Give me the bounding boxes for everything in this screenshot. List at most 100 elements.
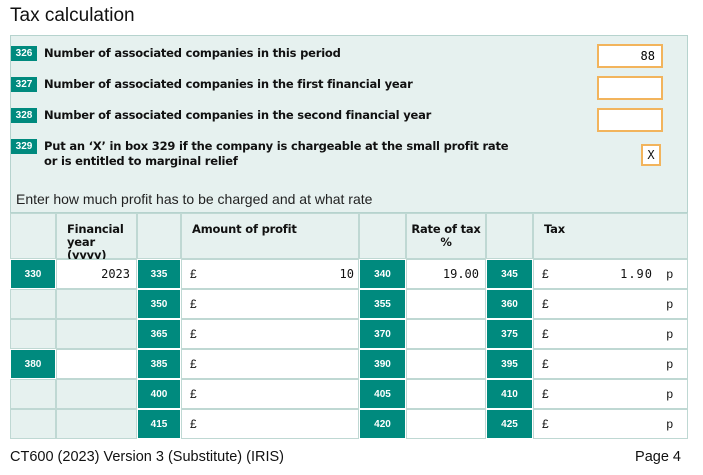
question-329-label: Put an ‘X’ in box 329 if the company is …: [44, 139, 509, 169]
box-number-326: 326: [11, 46, 37, 61]
tax-box-number: 375: [486, 319, 533, 349]
header-rate-line2: %: [440, 235, 452, 249]
form-name: CT600 (2023) Version 3 (Substitute) (IRI…: [10, 449, 285, 465]
financial-year-input[interactable]: [56, 349, 137, 379]
currency-symbol: £: [190, 267, 197, 281]
question-328-label: Number of associated companies in the se…: [44, 108, 432, 122]
page-title: Tax calculation: [10, 5, 135, 26]
question-327-label: Number of associated companies in the fi…: [44, 77, 413, 91]
header-blank-4: [486, 213, 533, 259]
year-box-number: 330: [10, 259, 56, 289]
header-tax: Tax: [533, 213, 688, 259]
currency-symbol: £: [190, 417, 197, 431]
question-326-label: Number of associated companies in this p…: [44, 46, 341, 60]
box-number-328: 328: [11, 108, 37, 123]
financial-year-input[interactable]: 2023: [56, 259, 137, 289]
tax-input[interactable]: £1.90 p: [533, 259, 688, 289]
amount-box-number: 365: [137, 319, 181, 349]
box-329-checkbox[interactable]: X: [641, 144, 661, 166]
tax-box-number: 360: [486, 289, 533, 319]
header-blank-2: [137, 213, 181, 259]
currency-symbol: £: [542, 297, 549, 311]
rate-of-tax-input[interactable]: [406, 379, 486, 409]
box-number-327: 327: [11, 77, 37, 92]
amount-of-profit-input[interactable]: £: [181, 409, 359, 439]
profit-instruction: Enter how much profit has to be charged …: [16, 191, 373, 207]
amount-value: 10: [339, 267, 354, 281]
amount-box-number: 350: [137, 289, 181, 319]
rate-box-number: 370: [359, 319, 406, 349]
header-amount-of-profit: Amount of profit: [181, 213, 359, 259]
box-327-input[interactable]: [597, 76, 663, 100]
question-326: 326 Number of associated companies in th…: [11, 46, 341, 61]
tax-input[interactable]: £ p: [533, 349, 688, 379]
pence-symbol: p: [666, 417, 673, 431]
pence-symbol: p: [666, 267, 673, 281]
financial-year-input: [56, 409, 137, 439]
box-326-input[interactable]: [597, 44, 663, 68]
tax-input[interactable]: £ p: [533, 319, 688, 349]
question-329-line2: or is entitled to marginal relief: [44, 154, 238, 168]
currency-symbol: £: [190, 297, 197, 311]
header-financial-year-line2: year (yyyy): [67, 235, 107, 262]
pence-symbol: p: [666, 327, 673, 341]
rate-box-number: 340: [359, 259, 406, 289]
tax-input[interactable]: £ p: [533, 289, 688, 319]
tax-input[interactable]: £ p: [533, 409, 688, 439]
associated-companies-panel: 326 Number of associated companies in th…: [10, 35, 688, 213]
currency-symbol: £: [190, 387, 197, 401]
tax-box-number: 425: [486, 409, 533, 439]
year-box-number: [10, 409, 56, 439]
question-327: 327 Number of associated companies in th…: [11, 77, 413, 92]
currency-symbol: £: [542, 357, 549, 371]
box-328-input[interactable]: [597, 108, 663, 132]
header-blank-3: [359, 213, 406, 259]
tax-value: 1.90: [620, 267, 653, 281]
currency-symbol: £: [190, 357, 197, 371]
pence-symbol: p: [666, 357, 673, 371]
box-number-329: 329: [11, 139, 37, 154]
currency-symbol: £: [542, 327, 549, 341]
rate-box-number: 405: [359, 379, 406, 409]
tax-box-number: 345: [486, 259, 533, 289]
amount-of-profit-input[interactable]: £: [181, 379, 359, 409]
header-financial-year: Financial year (yyyy): [56, 213, 137, 262]
amount-box-number: 335: [137, 259, 181, 289]
rate-of-tax-input[interactable]: [406, 289, 486, 319]
amount-box-number: 385: [137, 349, 181, 379]
financial-year-input: [56, 319, 137, 349]
amount-of-profit-input[interactable]: £10: [181, 259, 359, 289]
header-rate-line1: Rate of tax: [411, 222, 481, 236]
tax-input[interactable]: £ p: [533, 379, 688, 409]
financial-year-input: [56, 289, 137, 319]
currency-symbol: £: [190, 327, 197, 341]
header-rate-of-tax: Rate of tax %: [406, 213, 486, 259]
tax-box-number: 410: [486, 379, 533, 409]
question-329-line1: Put an ‘X’ in box 329 if the company is …: [44, 139, 509, 153]
rate-of-tax-input[interactable]: [406, 409, 486, 439]
tax-box-number: 395: [486, 349, 533, 379]
currency-symbol: £: [542, 267, 549, 281]
amount-of-profit-input[interactable]: £: [181, 349, 359, 379]
year-box-number: 380: [10, 349, 56, 379]
amount-of-profit-input[interactable]: £: [181, 319, 359, 349]
pence-symbol: p: [666, 387, 673, 401]
financial-year-input: [56, 379, 137, 409]
rate-box-number: 420: [359, 409, 406, 439]
rate-box-number: 390: [359, 349, 406, 379]
year-box-number: [10, 379, 56, 409]
rate-box-number: 355: [359, 289, 406, 319]
pence-symbol: p: [666, 297, 673, 311]
rate-of-tax-input[interactable]: [406, 319, 486, 349]
year-box-number: [10, 319, 56, 349]
question-328: 328 Number of associated companies in th…: [11, 108, 431, 123]
amount-of-profit-input[interactable]: £: [181, 289, 359, 319]
rate-of-tax-input[interactable]: [406, 349, 486, 379]
header-financial-year-line1: Financial: [67, 222, 124, 236]
amount-box-number: 415: [137, 409, 181, 439]
currency-symbol: £: [542, 387, 549, 401]
currency-symbol: £: [542, 417, 549, 431]
year-box-number: [10, 289, 56, 319]
question-329: 329 Put an ‘X’ in box 329 if the company…: [11, 139, 509, 169]
rate-of-tax-input[interactable]: 19.00: [406, 259, 486, 289]
